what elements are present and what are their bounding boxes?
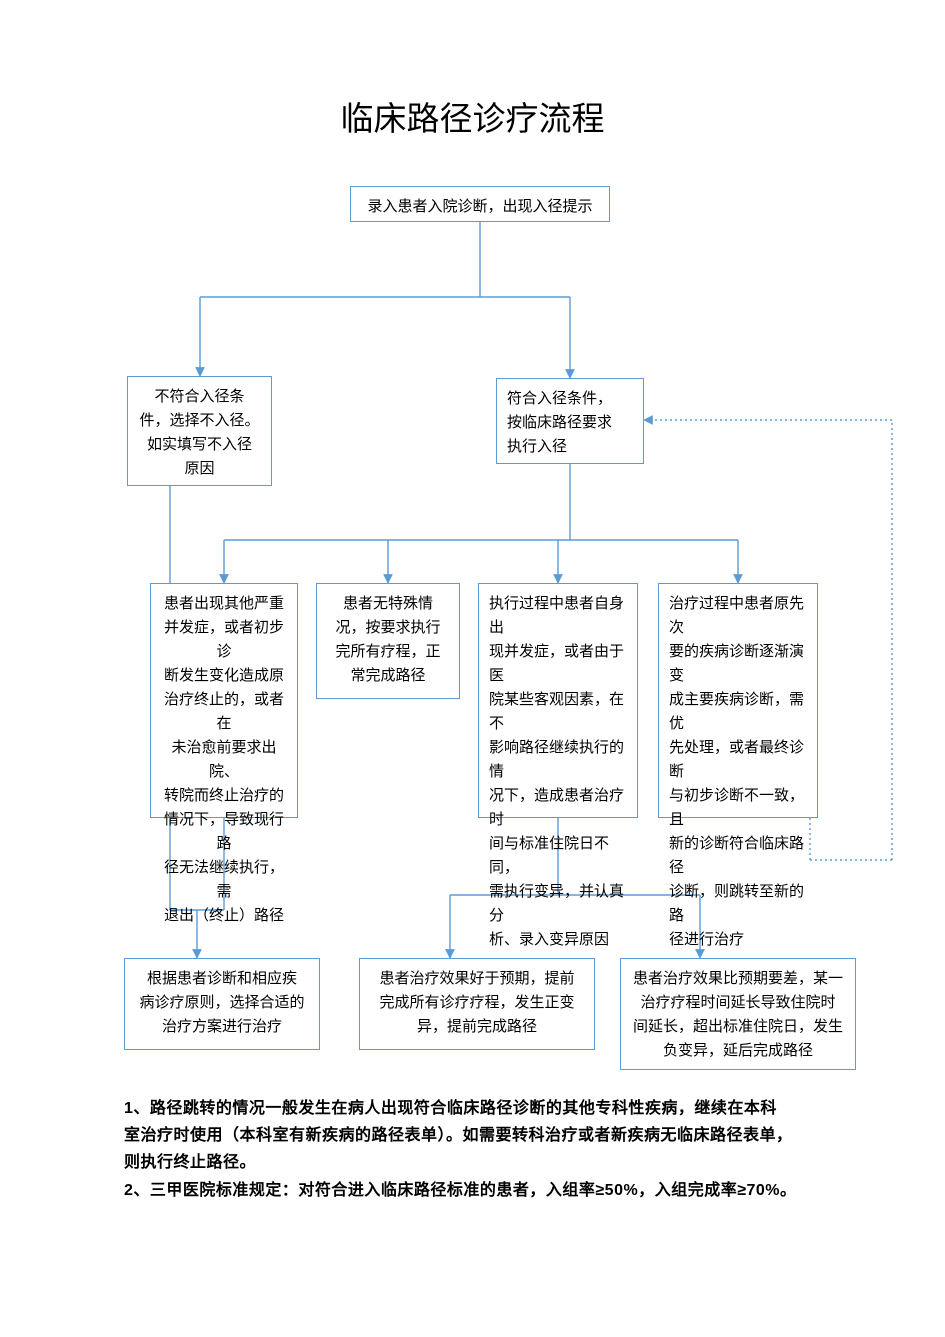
flow-node-n_b2: 患者无特殊情 况，按要求执行 完所有疗程，正 常完成路径 xyxy=(316,583,460,699)
flow-node-n_out2: 患者治疗效果好于预期，提前 完成所有诊疗疗程，发生正变 异，提前完成路径 xyxy=(359,958,595,1050)
page-title: 临床路径诊疗流程 xyxy=(0,92,945,140)
footnote-line: 1、路径跳转的情况一般发生在病人出现符合临床路径诊断的其他专科性疾病，继续在本科 xyxy=(124,1095,856,1122)
footnote-line: 则执行终止路径。 xyxy=(124,1149,856,1176)
flow-node-n_b4: 治疗过程中患者原先次 要的疾病诊断逐渐演变 成主要疾病诊断，需优 先处理，或者最… xyxy=(658,583,818,818)
flow-node-n_b3: 执行过程中患者自身出 现并发症，或者由于医 院某些客观因素，在不 影响路径继续执… xyxy=(478,583,638,818)
flow-node-n_out3: 患者治疗效果比预期要差，某一 治疗疗程时间延长导致住院时 间延长，超出标准住院日… xyxy=(620,958,856,1070)
footnote-line: 2、三甲医院标准规定：对符合进入临床路径标准的患者，入组率≥50%，入组完成率≥… xyxy=(124,1177,856,1204)
flow-node-n_left: 不符合入径条 件，选择不入径。 如实填写不入径 原因 xyxy=(127,376,272,486)
flow-node-n_out1: 根据患者诊断和相应疾 病诊疗原则，选择合适的 治疗方案进行治疗 xyxy=(124,958,320,1050)
footnote-line: 室治疗时使用（本科室有新疾病的路径表单）。如需要转科治疗或者新疾病无临床路径表单… xyxy=(124,1122,856,1149)
footnotes: 1、路径跳转的情况一般发生在病人出现符合临床路径诊断的其他专科性疾病，继续在本科… xyxy=(124,1095,856,1204)
flowchart-page: 临床路径诊疗流程 录入患者入院诊断，出现入径提示不符合入径条 件，选择不入径。 … xyxy=(0,0,945,1337)
flow-node-n_top: 录入患者入院诊断，出现入径提示 xyxy=(350,186,610,222)
flow-node-n_b1: 患者出现其他严重 并发症，或者初步诊 断发生变化造成原 治疗终止的，或者在 未治… xyxy=(150,583,298,818)
flow-node-n_right: 符合入径条件， 按临床路径要求 执行入径 xyxy=(496,378,644,464)
